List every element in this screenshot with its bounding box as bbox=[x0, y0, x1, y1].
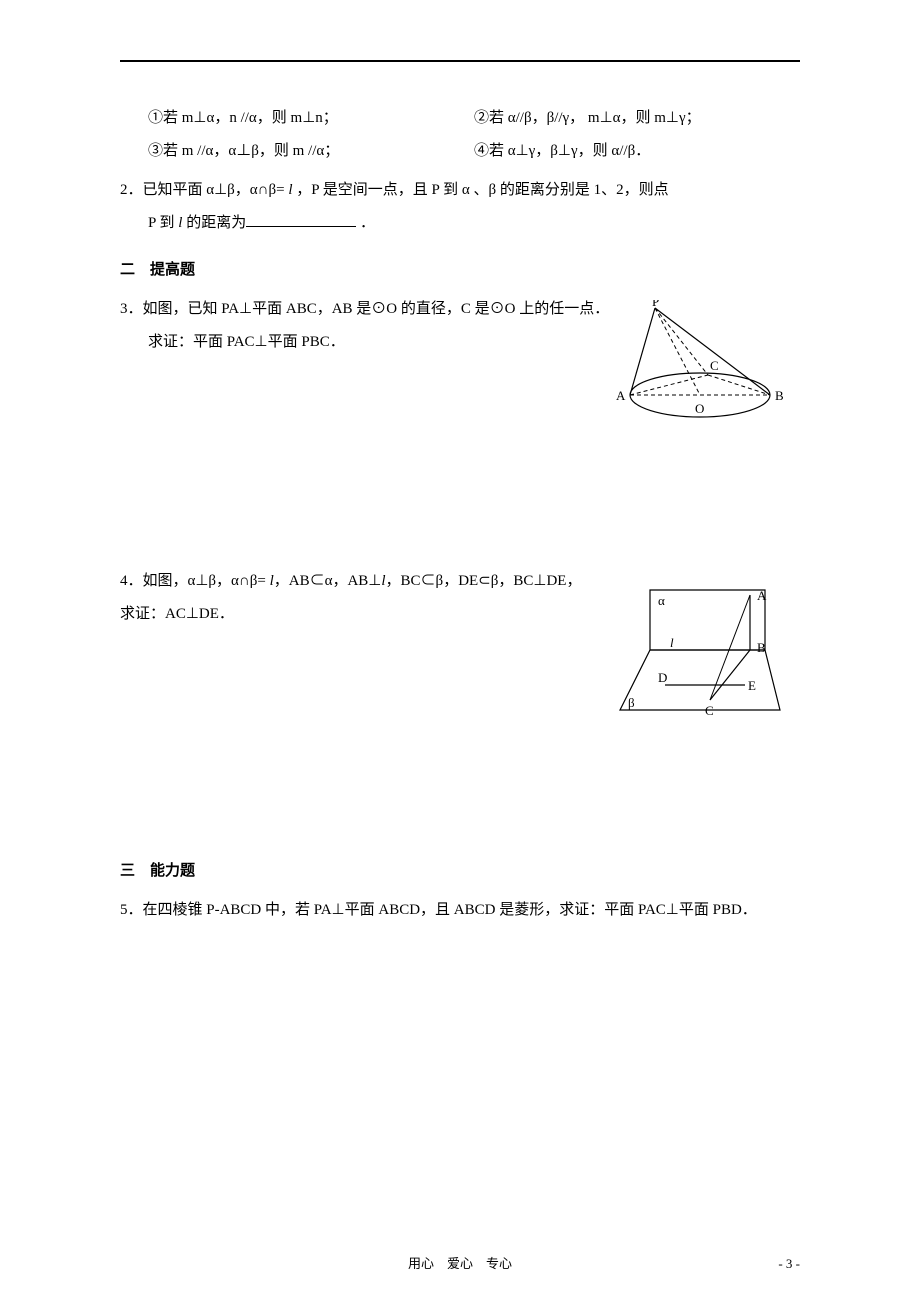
label-O: O bbox=[695, 401, 704, 416]
label-B2: B bbox=[757, 640, 766, 655]
section-2-title: 二 提高题 bbox=[120, 254, 800, 287]
label-A2: A bbox=[757, 588, 767, 603]
stmt-2: ②若 α//β，β//γ， m⊥α，则 m⊥γ； bbox=[474, 102, 800, 135]
diagram-circle: P A B C O bbox=[610, 300, 790, 420]
label-alpha: α bbox=[658, 593, 665, 608]
p2-text-e: ． bbox=[356, 215, 375, 231]
p4a-2: ，AB⊂α，AB⊥ bbox=[274, 573, 382, 589]
problem-5: 5．在四棱锥 P-ABCD 中，若 PA⊥平面 ABCD，且 ABCD 是菱形，… bbox=[120, 894, 800, 927]
label-C: C bbox=[710, 358, 719, 373]
top-rule bbox=[120, 60, 800, 62]
label-l: l bbox=[670, 635, 674, 650]
stmt-4: ④若 α⊥γ，β⊥γ，则 α//β． bbox=[474, 135, 800, 168]
section-3-title: 三 能力题 bbox=[120, 855, 800, 888]
p4a-3: ，BC⊂β，DE⊂β，BC⊥DE， bbox=[386, 573, 582, 589]
p4a-1: 4．如图，α⊥β，α∩β= bbox=[120, 573, 270, 589]
p2-text-a: 2．已知平面 α⊥β，α∩β= bbox=[120, 182, 288, 198]
stmt-1: ①若 m⊥α，n //α，则 m⊥n； bbox=[148, 102, 474, 135]
statement-row-1: ①若 m⊥α，n //α，则 m⊥n； ②若 α//β，β//γ， m⊥α，则 … bbox=[148, 102, 800, 135]
diagram-planes: α β l A B C D E bbox=[610, 580, 790, 730]
page-number: - 3 - bbox=[778, 1256, 800, 1272]
stmt-3: ③若 m //α，α⊥β，则 m //α； bbox=[148, 135, 474, 168]
p2-text-b: ，P 是空间一点，且 P 到 α 、β 的距离分别是 1、2，则点 bbox=[293, 182, 669, 198]
label-A: A bbox=[616, 388, 626, 403]
label-P: P bbox=[652, 300, 659, 309]
label-beta: β bbox=[628, 695, 635, 710]
page-content: ①若 m⊥α，n //α，则 m⊥n； ②若 α//β，β//γ， m⊥α，则 … bbox=[120, 102, 800, 927]
problem-2: 2．已知平面 α⊥β，α∩β= l ，P 是空间一点，且 P 到 α 、β 的距… bbox=[120, 174, 800, 240]
p2-text-d: 的距离为 bbox=[182, 215, 246, 231]
label-B: B bbox=[775, 388, 784, 403]
answer-blank bbox=[246, 213, 356, 227]
label-C2: C bbox=[705, 703, 714, 718]
label-D2: D bbox=[658, 670, 667, 685]
statement-row-2: ③若 m //α，α⊥β，则 m //α； ④若 α⊥γ，β⊥γ，则 α//β． bbox=[148, 135, 800, 168]
label-E2: E bbox=[748, 678, 756, 693]
p2-text-c: P 到 bbox=[148, 215, 178, 231]
